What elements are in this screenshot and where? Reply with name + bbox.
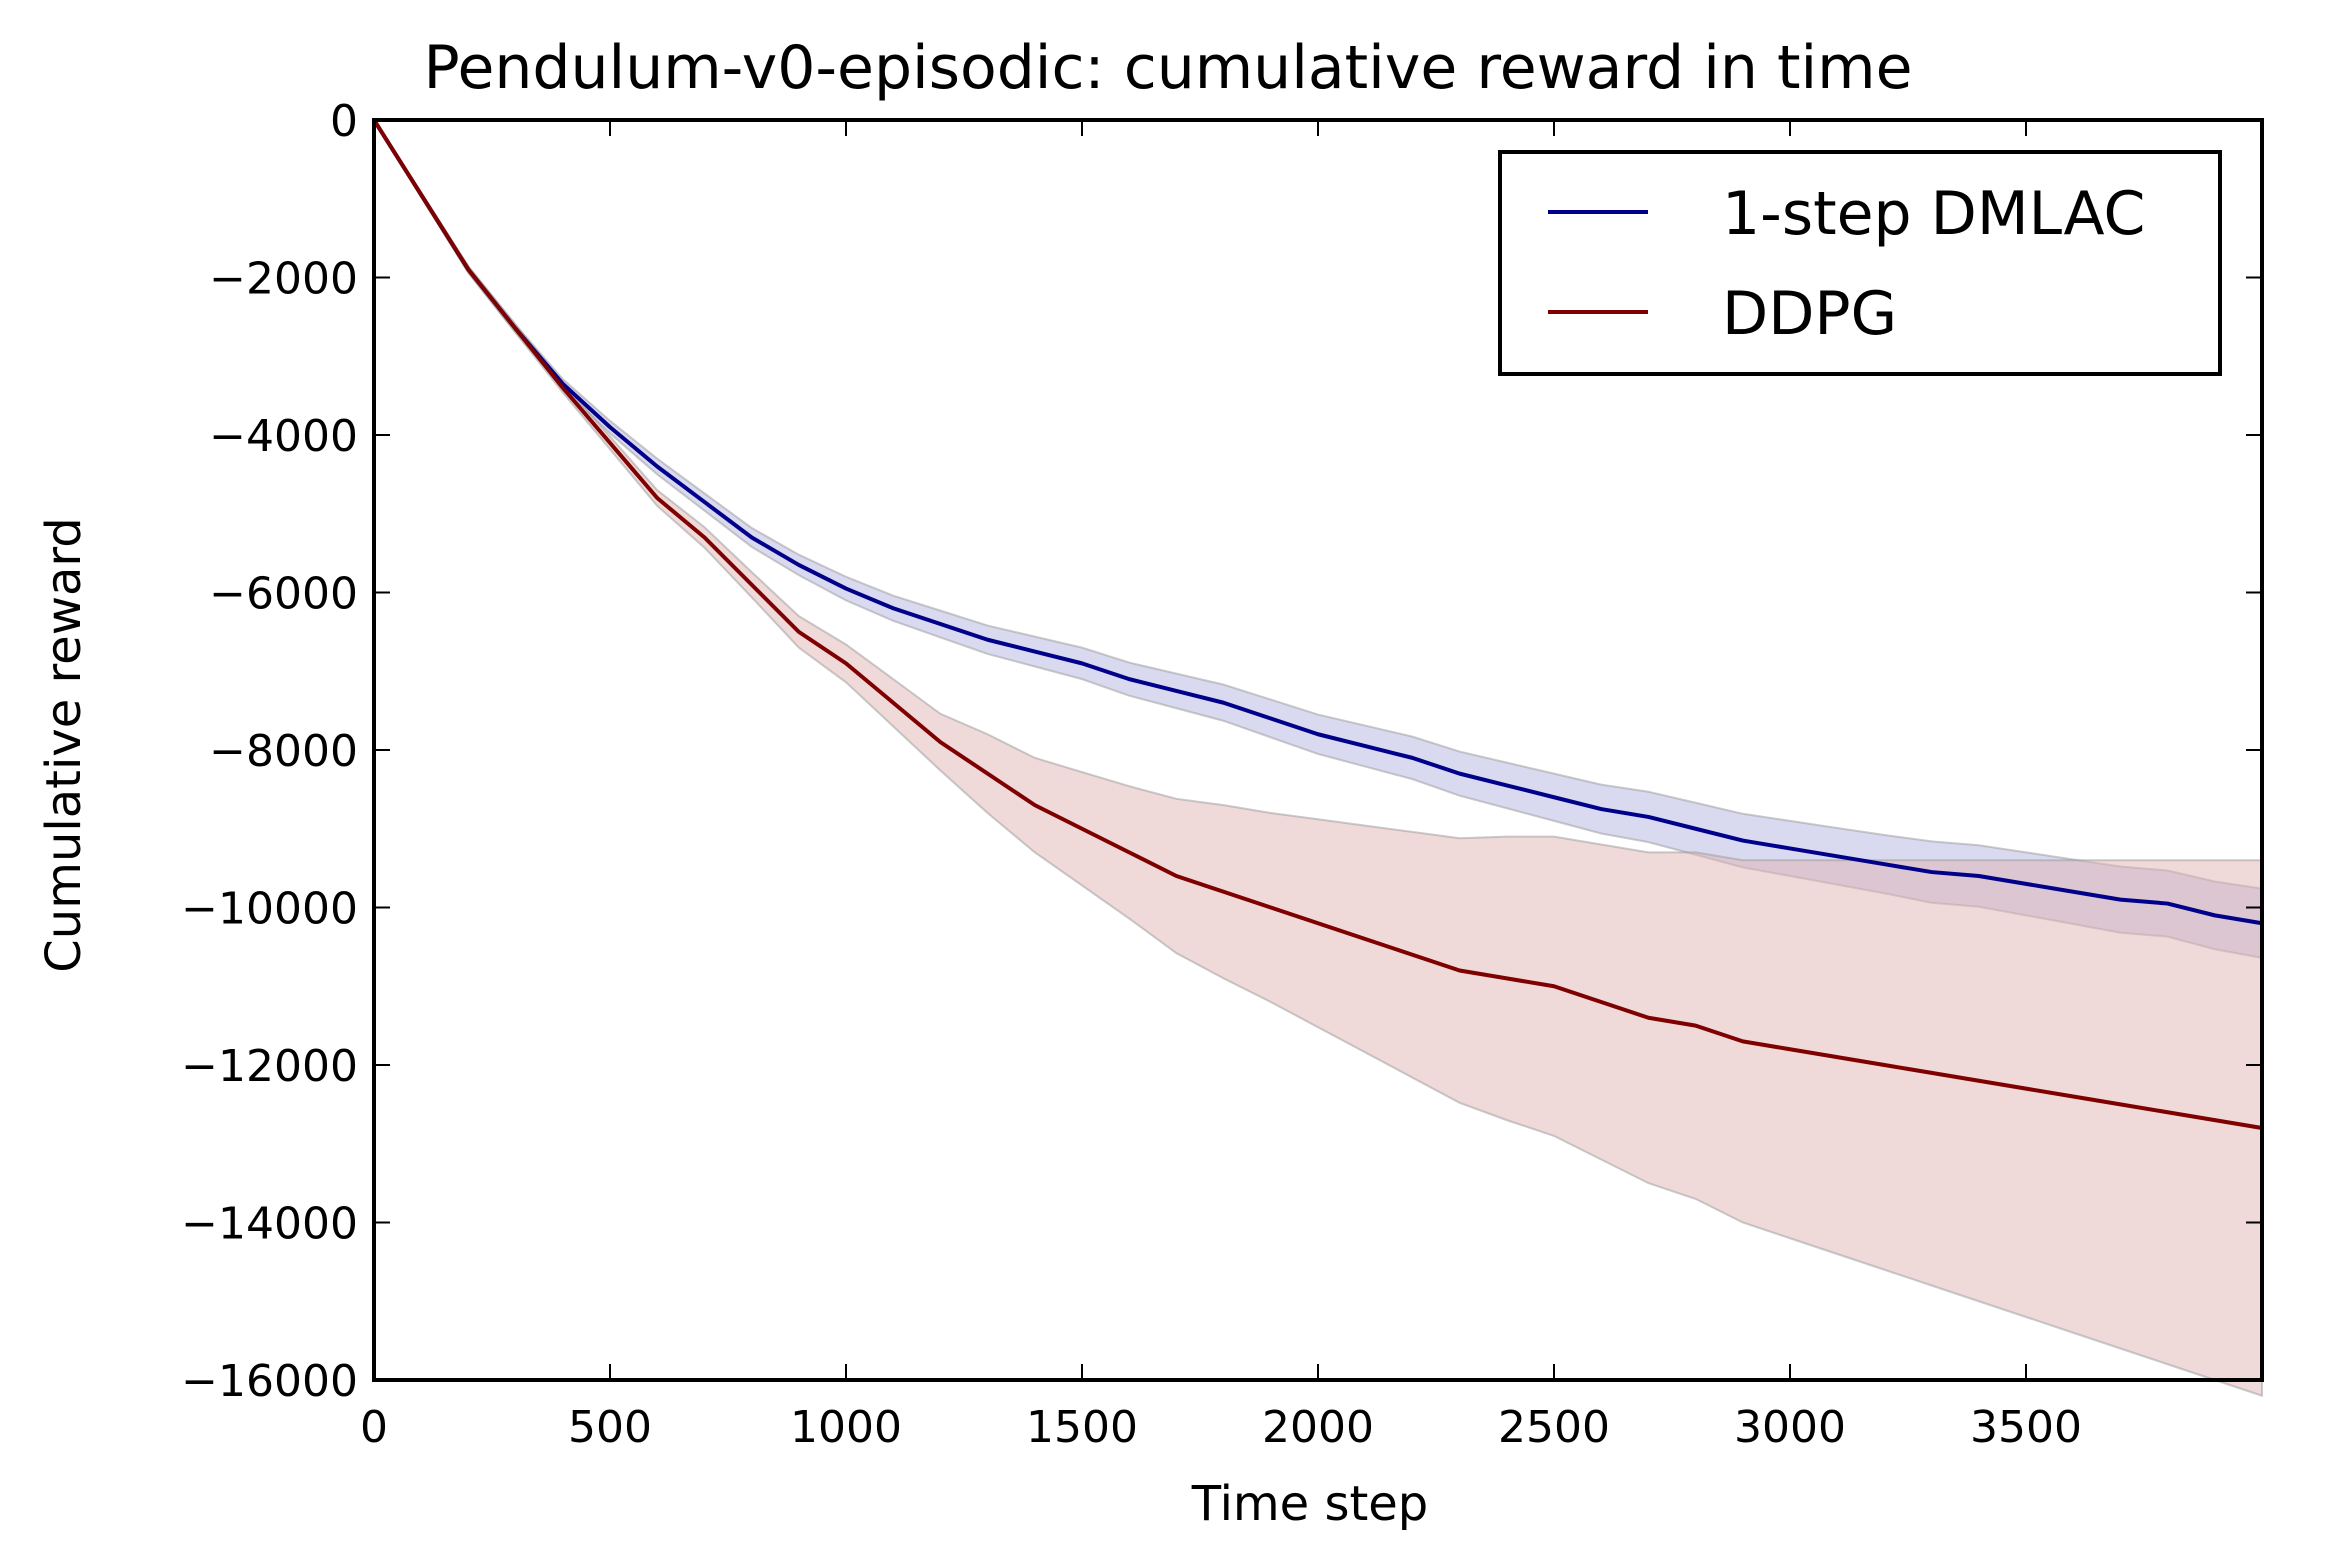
y-axis-label: Cumulative reward — [36, 517, 92, 972]
y-tick-label: −16000 — [181, 1356, 358, 1407]
x-tick-label: 2500 — [1498, 1402, 1610, 1453]
plot-area-frame — [372, 118, 2264, 1382]
series-lines — [372, 118, 2263, 1130]
y-tick-label: −6000 — [209, 569, 358, 620]
y-tick-label: −14000 — [181, 1199, 358, 1250]
x-tick-label: 500 — [568, 1402, 652, 1453]
y-tick-label: −4000 — [209, 411, 358, 462]
x-axis-tick-labels: 0 500 1000 1500 2000 2500 3000 3500 — [360, 1402, 2082, 1453]
x-tick-label: 0 — [360, 1402, 388, 1453]
chart-title: Pendulum-v0-episodic: cumulative reward … — [423, 33, 1912, 103]
series-line-dmlac — [372, 118, 2263, 926]
series-line-ddpg — [372, 118, 2263, 1130]
legend: 1-step DMLAC DDPG — [1498, 150, 2222, 376]
y-tick-label: 0 — [330, 96, 358, 147]
y-tick-label: −8000 — [209, 726, 358, 777]
legend-label-dmlac: 1-step DMLAC — [1722, 179, 2145, 249]
legend-label-ddpg: DDPG — [1722, 279, 1897, 349]
y-tick-label: −2000 — [209, 254, 358, 305]
x-tick-label: 1000 — [790, 1402, 902, 1453]
y-tick-label: −10000 — [181, 884, 358, 935]
x-tick-label: 3500 — [1970, 1402, 2082, 1453]
x-axis-label: Time step — [1191, 1476, 1429, 1532]
x-tick-label: 1500 — [1026, 1402, 1138, 1453]
x-tick-label: 2000 — [1262, 1402, 1374, 1453]
y-tick-label: −12000 — [181, 1041, 358, 1092]
legend-box — [1498, 150, 2222, 376]
x-tick-label: 3000 — [1734, 1402, 1846, 1453]
y-axis-tick-labels: 0 −2000 −4000 −6000 −8000 −10000 −12000 −14000 −… — [181, 96, 358, 1407]
